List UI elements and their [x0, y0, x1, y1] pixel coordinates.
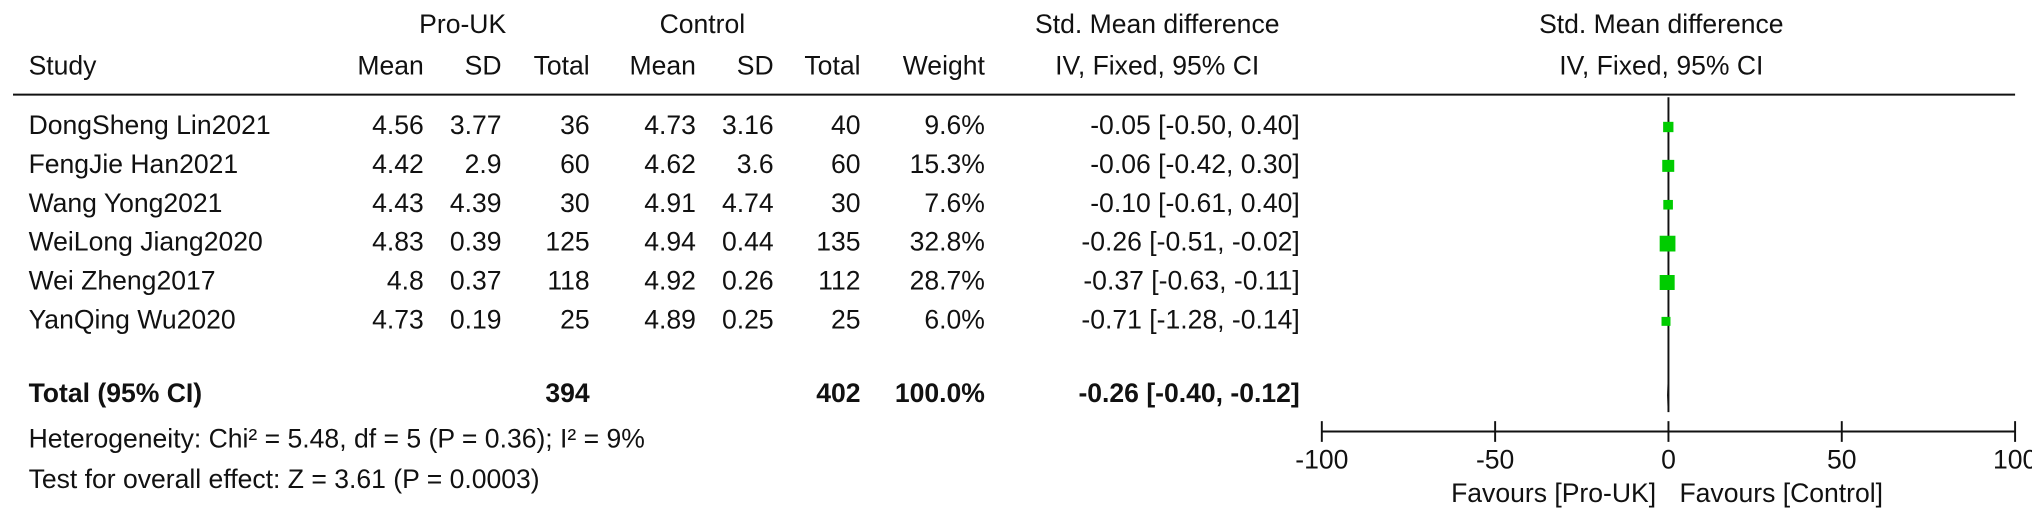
cell: 0.44 — [722, 227, 774, 257]
cell: 28.7% — [910, 266, 985, 296]
cell: 100.0% — [895, 378, 985, 408]
effect-label: -0.37 [-0.63, -0.11] — [1083, 266, 1299, 296]
cell: 3.6 — [737, 149, 774, 179]
x-tick-label: 0 — [1661, 444, 1676, 474]
cell: 0.25 — [722, 304, 774, 334]
cell: 135 — [816, 227, 860, 257]
cell: 25 — [831, 304, 861, 334]
cell: 7.6% — [924, 188, 985, 218]
cell: 4.62 — [644, 149, 696, 179]
column-header: Weight — [903, 50, 986, 80]
column-header: Mean — [357, 50, 423, 80]
x-tick-label: 50 — [1827, 444, 1857, 474]
column-header: Study — [29, 50, 98, 80]
group-header: Pro-UK — [419, 9, 506, 39]
cell: 4.94 — [644, 227, 696, 257]
cell: 60 — [831, 149, 861, 179]
cell: 4.56 — [372, 110, 424, 140]
group-header: Control — [660, 9, 746, 39]
column-header: Total — [534, 50, 590, 80]
cell: 3.77 — [450, 110, 502, 140]
study-name: Wei Zheng2017 — [29, 266, 216, 296]
cell: 0.26 — [722, 266, 774, 296]
plot-header: IV, Fixed, 95% CI — [1559, 50, 1763, 80]
cell: 4.42 — [372, 149, 424, 179]
column-header: Total — [804, 50, 860, 80]
cell: 2.9 — [465, 149, 502, 179]
cell: 36 — [560, 110, 590, 140]
cell: 4.43 — [372, 188, 424, 218]
cell: 0.19 — [450, 304, 502, 334]
effect-square — [1659, 274, 1675, 290]
study-name: YanQing Wu2020 — [29, 304, 236, 334]
cell: 4.39 — [450, 188, 502, 218]
effect-square — [1662, 159, 1675, 172]
effect-label: -0.26 [-0.40, -0.12] — [1078, 378, 1299, 408]
cell: 4.92 — [644, 266, 696, 296]
cell: 15.3% — [910, 149, 985, 179]
total-name: Total (95% CI) — [29, 378, 203, 408]
effect-square — [1663, 199, 1673, 210]
cell: 394 — [545, 378, 590, 408]
cell: 4.83 — [372, 227, 424, 257]
cell: 30 — [560, 188, 590, 218]
effect-square — [1661, 316, 1671, 326]
effect-square — [1659, 235, 1676, 252]
cell: 32.8% — [910, 227, 985, 257]
favours-label: Favours [Control] — [1679, 478, 1883, 508]
x-tick-label: 100 — [1993, 444, 2032, 474]
study-name: DongSheng Lin2021 — [29, 110, 271, 140]
cell: 112 — [818, 266, 860, 296]
effect-label: -0.71 [-1.28, -0.14] — [1081, 304, 1299, 334]
cell: 4.74 — [722, 188, 774, 218]
cell: 25 — [560, 304, 590, 334]
cell: 4.73 — [644, 110, 696, 140]
cell: 4.89 — [644, 304, 696, 334]
cell: 9.6% — [924, 110, 985, 140]
cell: 402 — [816, 378, 860, 408]
x-tick-label: -100 — [1295, 444, 1348, 474]
effect-header: Std. Mean difference — [1035, 9, 1279, 39]
x-tick-label: -50 — [1476, 444, 1514, 474]
heterogeneity: Heterogeneity: Chi² = 5.48, df = 5 (P = … — [29, 424, 645, 454]
cell: 4.8 — [387, 266, 424, 296]
effect-label: -0.26 [-0.51, -0.02] — [1081, 227, 1299, 257]
plot-header: Std. Mean difference — [1539, 9, 1783, 39]
favours-label: Favours [Pro-UK] — [1451, 478, 1656, 508]
cell: 60 — [560, 149, 590, 179]
cell: 3.16 — [722, 110, 774, 140]
cell: 0.37 — [450, 266, 502, 296]
effect-label: -0.05 [-0.50, 0.40] — [1090, 110, 1300, 140]
cell: 118 — [547, 266, 589, 296]
effect-header: IV, Fixed, 95% CI — [1055, 50, 1259, 80]
column-header: SD — [737, 50, 774, 80]
study-name: WeiLong Jiang2020 — [29, 227, 263, 257]
effect-label: -0.10 [-0.61, 0.40] — [1090, 188, 1300, 218]
cell: 4.91 — [644, 188, 696, 218]
column-header: Mean — [630, 50, 696, 80]
cell: 0.39 — [450, 227, 502, 257]
cell: 30 — [831, 188, 861, 218]
effect-square — [1663, 121, 1674, 133]
column-header: SD — [465, 50, 502, 80]
study-name: Wang Yong2021 — [29, 188, 223, 218]
cell: 6.0% — [924, 304, 985, 334]
effect-label: -0.06 [-0.42, 0.30] — [1090, 149, 1300, 179]
cell: 4.73 — [372, 304, 424, 334]
overall-effect: Test for overall effect: Z = 3.61 (P = 0… — [29, 464, 540, 494]
study-name: FengJie Han2021 — [29, 149, 239, 179]
cell: 125 — [545, 227, 589, 257]
summary-diamond — [1667, 382, 1669, 409]
cell: 40 — [831, 110, 861, 140]
